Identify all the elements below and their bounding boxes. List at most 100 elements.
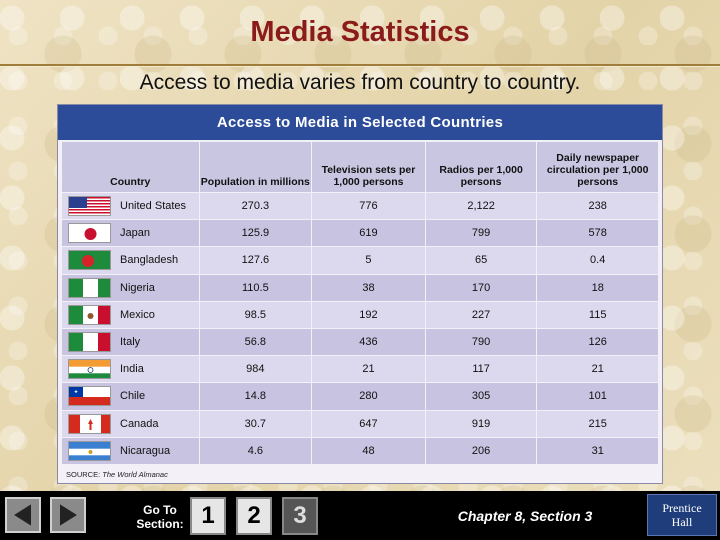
canada-flag-icon	[68, 413, 111, 434]
chapter-section-label: Chapter 8, Section 3	[457, 508, 593, 524]
nigeria-flag-icon	[68, 277, 111, 298]
cell-television: 280	[312, 383, 426, 410]
table-body: United States 270.3 776 2,122 238 Japan 125.9 6…	[62, 192, 658, 464]
previous-button[interactable]	[5, 497, 41, 533]
country-name: India	[120, 363, 144, 376]
logo-line1: Prentice	[662, 501, 702, 515]
country-name: Italy	[120, 336, 141, 349]
cell-newspaper: 101	[588, 390, 607, 403]
cell-population: 56.8	[200, 328, 313, 356]
cell-population: 125.9	[200, 220, 313, 247]
header-population: Population in millions	[200, 142, 313, 192]
country-name: Bangladesh	[120, 254, 179, 267]
cell-television: 436	[312, 328, 426, 356]
table-source: SOURCE: The World Almanac	[66, 470, 662, 479]
table-row: Nigeria 110.5 38 170 18	[62, 273, 658, 301]
next-button[interactable]	[50, 497, 86, 533]
country-name: United States	[120, 200, 187, 213]
nicaragua-flag-icon	[68, 440, 111, 461]
country-name: Nigeria	[120, 281, 155, 294]
cell-television: 21	[312, 356, 426, 383]
cell-country: Nigeria	[62, 274, 200, 301]
cell-population: 110.5	[200, 274, 313, 301]
italy-flag-icon	[68, 332, 111, 353]
table-row: Mexico 98.5 192 227 115	[62, 300, 658, 328]
section-2-button[interactable]: 2	[236, 497, 272, 535]
goto-label-line2: Section:	[136, 517, 184, 531]
table-row: Japan 125.9 619 799 578	[62, 219, 658, 247]
cell-population: 14.8	[200, 383, 313, 410]
cell-population: 984	[200, 356, 313, 383]
title-divider	[0, 64, 720, 67]
cell-newspaper: 18	[591, 281, 604, 294]
cell-radios: 919	[426, 410, 538, 437]
cell-country: Chile	[62, 383, 200, 410]
cell-population: 270.3	[200, 193, 313, 220]
cell-radios: 2,122	[426, 193, 538, 220]
header-country: Country	[62, 142, 200, 192]
logo-line2: Hall	[671, 515, 693, 529]
cell-newspaper: 0.4	[590, 254, 606, 267]
cell-radios: 305	[426, 383, 538, 410]
cell-radios: 117	[426, 356, 538, 383]
cell-country: Nicaragua	[62, 437, 200, 464]
table-header-row: Country Population in millions Televisio…	[62, 142, 658, 192]
country-name: Japan	[120, 227, 150, 240]
cell-population: 30.7	[200, 410, 313, 437]
triangle-right-icon	[60, 504, 77, 526]
table-row: India 984 21 117 21	[62, 355, 658, 383]
india-flag-icon	[68, 359, 111, 380]
section-1-button[interactable]: 1	[190, 497, 226, 535]
table-row: Chile 14.8 280 305 101	[62, 382, 658, 410]
cell-country: Italy	[62, 328, 200, 356]
header-newspaper: Daily newspaper circulation per 1,000 pe…	[546, 152, 649, 188]
cell-television: 192	[312, 301, 426, 328]
source-name: The World Almanac	[102, 469, 168, 479]
cell-population: 4.6	[200, 437, 313, 464]
cell-radios: 227	[426, 301, 538, 328]
table-row: Italy 56.8 436 790 126	[62, 327, 658, 356]
cell-television: 48	[312, 437, 426, 464]
cell-radios: 206	[426, 437, 538, 464]
cell-newspaper: 21	[591, 363, 604, 376]
cell-population: 127.6	[200, 247, 313, 274]
source-label: SOURCE:	[66, 469, 101, 479]
country-name: Chile	[120, 390, 146, 403]
cell-radios: 170	[426, 274, 538, 301]
cell-newspaper: 126	[588, 336, 607, 349]
media-table-image: Access to Media in Selected Countries Co…	[57, 104, 663, 484]
slide-title: Media Statistics	[250, 16, 470, 48]
country-name: Mexico	[120, 308, 155, 321]
cell-newspaper: 115	[588, 308, 607, 321]
cell-population: 98.5	[200, 301, 313, 328]
cell-radios: 799	[426, 220, 538, 247]
country-name: Nicaragua	[120, 444, 171, 457]
cell-television: 776	[312, 193, 426, 220]
header-radios: Radios per 1,000 persons	[426, 142, 538, 192]
cell-television: 5	[312, 247, 426, 274]
slide-subtitle: Access to media varies from country to c…	[139, 71, 581, 94]
cell-television: 647	[312, 410, 426, 437]
section-3-button[interactable]: 3	[282, 497, 318, 535]
triangle-left-icon	[14, 504, 31, 526]
chile-flag-icon	[68, 386, 111, 407]
goto-section-label: Go To Section:	[120, 503, 200, 531]
mexico-flag-icon	[68, 304, 111, 325]
header-television: Television sets per 1,000 persons	[312, 142, 426, 192]
table-row: Nicaragua 4.6 48 206 31	[62, 436, 658, 464]
cell-country: Mexico	[62, 301, 200, 328]
cell-country: Canada	[62, 410, 200, 437]
cell-radios: 65	[426, 247, 538, 274]
cell-newspaper: 215	[588, 417, 607, 430]
cell-country: India	[62, 356, 200, 383]
cell-radios: 790	[426, 328, 538, 356]
goto-label-line1: Go To	[143, 503, 177, 517]
cell-television: 619	[312, 220, 426, 247]
cell-country: United States	[62, 193, 200, 220]
country-name: Canada	[120, 417, 159, 430]
table-row: Bangladesh 127.6 5 65 0.4	[62, 246, 658, 274]
prentice-hall-logo[interactable]: Prentice Hall	[647, 494, 717, 536]
cell-newspaper: 238	[588, 200, 607, 213]
cell-newspaper: 31	[591, 444, 604, 457]
cell-newspaper: 578	[588, 227, 607, 240]
